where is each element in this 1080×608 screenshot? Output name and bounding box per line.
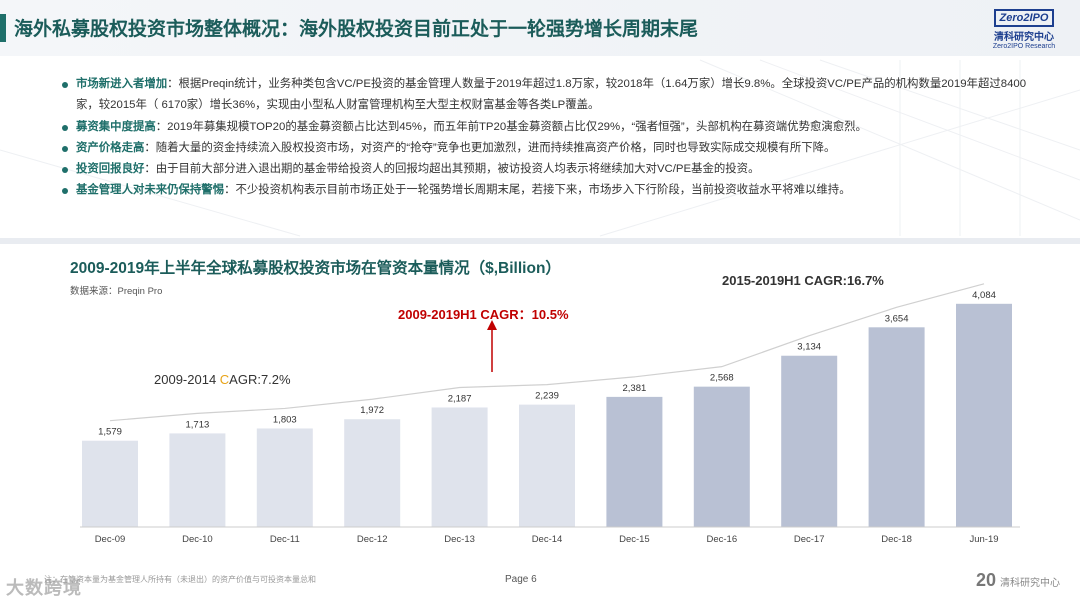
- x-tick-label: Dec-09: [95, 534, 126, 545]
- bar-dec-12: [344, 419, 401, 527]
- bullet-text: ：根据Preqin统计，业务种类包含VC/PE投资的基金管理人数量于2019年超…: [76, 78, 1027, 112]
- cagr-arrow-head-icon: [487, 320, 497, 330]
- footer-logo: 20 清科研究中心: [976, 570, 1060, 591]
- value-label: 1,579: [98, 427, 122, 438]
- bar-dec-15: [606, 396, 663, 527]
- bullet-item: 资产价格走高：随着大量的资金持续流入股权投资市场，对资产的“抢夺”竞争也更加激烈…: [62, 138, 1042, 159]
- x-tick-label: Dec-18: [881, 534, 912, 545]
- bullet-dot-icon: [62, 188, 68, 195]
- header-bar: 海外私募股权投资市场整体概况：海外股权投资目前正处于一轮强势增长周期末尾 Zer…: [0, 0, 1080, 56]
- title-accent-bar: [0, 14, 6, 42]
- bullet-text: ：2019年募集规模TOP20的基金募资额占比达到45%，而五年前TP20基金募…: [155, 120, 867, 133]
- bar-dec-16: [693, 386, 750, 527]
- bullet-key: 市场新进入者增加: [76, 78, 168, 90]
- bullet-dot-icon: [62, 167, 68, 174]
- bullet-item: 投资回报良好：由于目前大部分进入退出期的基金带给投资人的回报均超出其预期，被访投…: [62, 159, 1042, 180]
- footer-note: 注：在管资本量为基金管理人所持有（未退出）的资产价值与可投资本量总和: [44, 575, 316, 584]
- logo-wordmark: Zero2IPO: [993, 9, 1055, 27]
- bars-layer: 1,579 Dec-09 1,713 Dec-10 1,803 Dec-11 1,972 De…: [82, 290, 1012, 545]
- x-tick-label: Dec-15: [619, 534, 650, 545]
- chart-source: 数据来源：Preqin Pro: [70, 286, 163, 297]
- bar-dec-14: [519, 404, 575, 527]
- value-label: 1,803: [273, 414, 297, 425]
- value-label: 1,713: [186, 419, 210, 430]
- cagr-early-suffix: AGR:7.2%: [229, 372, 291, 387]
- bar-dec-09: [82, 440, 138, 527]
- value-label: 2,187: [448, 393, 472, 404]
- bar-dec-13: [431, 407, 488, 527]
- bar-dec-10: [169, 433, 226, 527]
- cagr-total-annotation: 2009-2019H1 CAGR：10.5%: [398, 307, 569, 322]
- trend-line-layer: [109, 283, 985, 422]
- value-label: 4,084: [972, 290, 996, 301]
- bullet-text: ：不少投资机构表示目前市场正处于一轮强势增长周期末尾，若接下来，市场步入下行阶段…: [224, 184, 851, 197]
- zero2ipo-logo: Zero2IPO 清科研究中心 Zero2IPO Research: [984, 8, 1064, 50]
- cagr-early-prefix: 2009-2014: [154, 372, 220, 387]
- x-tick-label: Dec-16: [706, 534, 737, 545]
- x-tick-label: Dec-12: [357, 534, 388, 545]
- x-tick-label: Dec-17: [794, 534, 825, 545]
- x-tick-label: Jun-19: [969, 534, 998, 545]
- cagr-late-annotation: 2015-2019H1 CAGR:16.7%: [722, 273, 884, 288]
- bullet-dot-icon: [62, 124, 68, 131]
- x-tick-label: Dec-11: [270, 534, 300, 545]
- bullet-item: 市场新进入者增加：根据Preqin统计，业务种类包含VC/PE投资的基金管理人数…: [62, 74, 1042, 117]
- cagr-early-c: C: [219, 372, 230, 387]
- page-title: 海外私募股权投资市场整体概况：海外股权投资目前正处于一轮强势增长周期末尾: [14, 19, 699, 40]
- bullet-dot-icon: [62, 145, 68, 152]
- footer-logo-mark: 20: [975, 570, 996, 590]
- bullet-text: ：随着大量的资金持续流入股权投资市场，对资产的“抢夺”竞争也更加激烈，进而持续推…: [144, 141, 836, 154]
- bullet-key: 资产价格走高: [76, 141, 145, 154]
- watermark-text: 大数跨境: [6, 578, 82, 598]
- bar-dec-17: [781, 355, 838, 527]
- x-tick-label: Dec-10: [182, 534, 213, 545]
- x-tick-label: Dec-14: [532, 534, 563, 545]
- value-label: 2,239: [535, 391, 559, 402]
- bullet-key: 募资集中度提高: [76, 120, 156, 133]
- page-number: Page 6: [505, 574, 537, 585]
- value-label: 3,134: [797, 342, 821, 353]
- value-label: 1,972: [360, 405, 384, 416]
- value-label: 3,654: [885, 313, 909, 324]
- chart-title: 2009-2019年上半年全球私募股权投资市场在管资本量情况（$,Billion…: [70, 260, 561, 277]
- bullet-item: 募资集中度提高：2019年募集规模TOP20的基金募资额占比达到45%，而五年前…: [62, 117, 1042, 138]
- section-divider: [0, 238, 1080, 244]
- cagr-early-annotation: 2009-2014 CAGR:7.2%: [154, 372, 291, 387]
- footer-logo-text: 清科研究中心: [1000, 578, 1060, 589]
- x-tick-label: Dec-13: [444, 534, 475, 545]
- bar-dec-18: [868, 327, 925, 527]
- logo-cn-text: 清科研究中心: [994, 32, 1054, 43]
- bar-jun-19: [956, 303, 1012, 527]
- bar-dec-11: [256, 428, 313, 527]
- value-label: 2,568: [710, 373, 734, 384]
- bullet-dot-icon: [62, 82, 68, 88]
- bullet-key: 投资回报良好: [76, 163, 145, 176]
- bullet-list: 市场新进入者增加：根据Preqin统计，业务种类包含VC/PE投资的基金管理人数…: [62, 74, 1042, 202]
- trend-line: [109, 283, 985, 422]
- bullet-text: ：由于目前大部分进入退出期的基金带给投资人的回报均超出其预期，被访投资人均表示将…: [144, 163, 760, 176]
- bullet-key: 基金管理人对未来仍保持警惕: [76, 184, 225, 197]
- bullet-item: 基金管理人对未来仍保持警惕：不少投资机构表示目前市场正处于一轮强势增长周期末尾，…: [62, 180, 1042, 201]
- logo-en-text: Zero2IPO Research: [992, 43, 1056, 50]
- value-label: 2,381: [623, 383, 647, 394]
